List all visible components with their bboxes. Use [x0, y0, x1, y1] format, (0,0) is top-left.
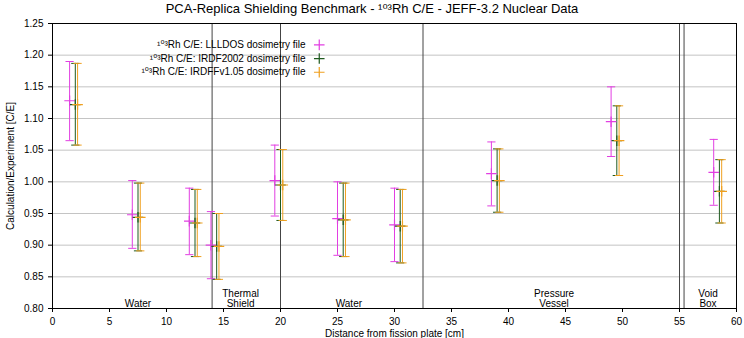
svg-text:15: 15: [218, 316, 230, 327]
svg-text:45: 45: [560, 316, 572, 327]
svg-text:¹⁰³Rh C/E: IRDF2002 dosimetry: ¹⁰³Rh C/E: IRDF2002 dosimetry file: [150, 53, 306, 64]
svg-text:0.90: 0.90: [24, 239, 44, 250]
svg-text:25: 25: [332, 316, 344, 327]
svg-text:ThermalShield: ThermalShield: [222, 288, 259, 309]
svg-text:Calculation/Experiment [C/E]: Calculation/Experiment [C/E]: [5, 102, 16, 230]
svg-text:1.20: 1.20: [24, 49, 44, 60]
svg-text:0.95: 0.95: [24, 208, 44, 219]
svg-text:0.80: 0.80: [24, 303, 44, 314]
svg-text:20: 20: [275, 316, 287, 327]
svg-text:¹⁰³Rh C/E: LLLDOS dosimetry fi: ¹⁰³Rh C/E: LLLDOS dosimetry file: [157, 39, 306, 50]
svg-text:1.25: 1.25: [24, 18, 44, 29]
svg-text:35: 35: [446, 316, 458, 327]
svg-text:5: 5: [107, 316, 113, 327]
svg-text:Water: Water: [125, 298, 152, 309]
svg-text:55: 55: [674, 316, 686, 327]
svg-text:Distance from fission plate [c: Distance from fission plate [cm]: [325, 328, 464, 338]
svg-text:PressureVessel: PressureVessel: [534, 288, 574, 309]
svg-text:60: 60: [731, 316, 743, 327]
svg-text:40: 40: [503, 316, 515, 327]
html-text:PCA-Replica Shielding Benchmar: PCA-Replica Shielding Benchmark - ¹⁰³Rh …: [165, 1, 579, 16]
svg-text:50: 50: [617, 316, 629, 327]
svg-text:30: 30: [389, 316, 401, 327]
svg-text:¹⁰³Rh C/E: IRDFFv1.05 dosimetr: ¹⁰³Rh C/E: IRDFFv1.05 dosimetry file: [142, 66, 306, 77]
svg-text:0.85: 0.85: [24, 271, 44, 282]
svg-text:1.00: 1.00: [24, 176, 44, 187]
svg-text:1.10: 1.10: [24, 113, 44, 124]
svg-text:10: 10: [161, 316, 173, 327]
svg-text:Water: Water: [336, 298, 363, 309]
svg-text:VoidBox: VoidBox: [698, 288, 717, 309]
svg-text:1.15: 1.15: [24, 81, 44, 92]
svg-text:1.05: 1.05: [24, 144, 44, 155]
svg-text:0: 0: [50, 316, 56, 327]
